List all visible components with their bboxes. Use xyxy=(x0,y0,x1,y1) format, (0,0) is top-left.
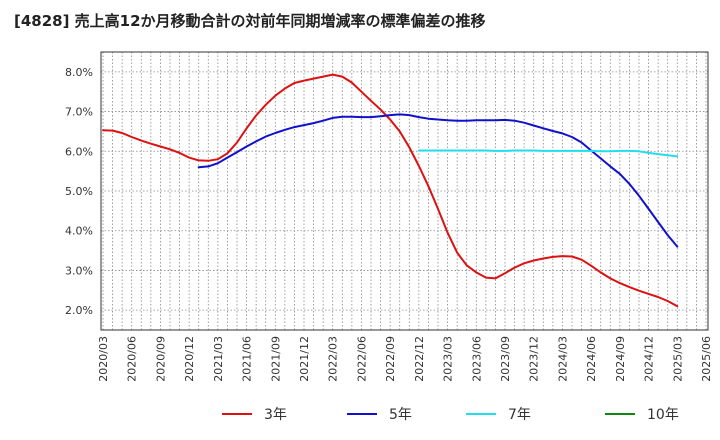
x-tick-label: 2023/09 xyxy=(499,336,512,382)
y-tick-label: 5.0% xyxy=(65,185,93,198)
legend-label: 7年 xyxy=(508,407,531,423)
x-tick-label: 2024/06 xyxy=(585,336,598,382)
x-tick-label: 2025/03 xyxy=(671,336,684,382)
x-tick-label: 2022/09 xyxy=(384,336,397,382)
x-tick-label: 2020/06 xyxy=(126,336,139,382)
x-tick-label: 2020/09 xyxy=(154,336,167,382)
x-tick-label: 2021/09 xyxy=(269,336,282,382)
y-tick-label: 8.0% xyxy=(65,66,93,79)
series-line-7年 xyxy=(417,149,679,158)
series-lines xyxy=(102,73,679,308)
plot-frame xyxy=(100,51,709,331)
y-axis-tick-labels: 2.0% 3.0% 4.0% 5.0% 6.0% 7.0% 8.0% xyxy=(65,66,93,317)
y-tick-label: 3.0% xyxy=(65,264,93,277)
x-tick-label: 2022/12 xyxy=(413,336,426,382)
plot-area xyxy=(101,52,708,330)
x-tick-label: 2020/12 xyxy=(183,336,196,382)
x-tick-label: 2023/12 xyxy=(528,336,541,382)
x-tick-label: 2023/06 xyxy=(470,336,483,382)
legend-label: 3年 xyxy=(264,407,287,423)
x-tick-label: 2020/03 xyxy=(97,336,110,382)
x-tick-label: 2022/03 xyxy=(327,336,340,382)
x-tick-label: 2023/03 xyxy=(442,336,455,382)
x-axis-tick-labels: 2020/03 2020/06 2020/09 2020/12 2021/03 2021/… xyxy=(97,336,713,382)
legend-label: 10年 xyxy=(647,407,679,423)
x-tick-label: 2024/09 xyxy=(614,336,627,382)
x-tick-label: 2022/06 xyxy=(355,336,368,382)
y-tick-label: 7.0% xyxy=(65,106,93,119)
grid-lines xyxy=(101,52,708,330)
chart-title: [4828] 売上高12か月移動合計の対前年同期増減率の標準偏差の推移 xyxy=(14,12,486,30)
x-tick-label: 2021/03 xyxy=(212,336,225,382)
series-line-3年 xyxy=(102,73,679,308)
x-tick-label: 2024/03 xyxy=(556,336,569,382)
y-tick-label: 2.0% xyxy=(65,304,93,317)
y-tick-label: 6.0% xyxy=(65,145,93,158)
y-tick-label: 4.0% xyxy=(65,225,93,238)
legend-label: 5年 xyxy=(389,407,412,423)
series-line-5年 xyxy=(197,113,679,248)
x-tick-label: 2021/06 xyxy=(241,336,254,382)
x-tick-label: 2021/12 xyxy=(298,336,311,382)
legend: 3年 5年 7年 10年 xyxy=(222,407,679,423)
x-tick-label: 2025/06 xyxy=(700,336,713,382)
x-tick-label: 2024/12 xyxy=(643,336,656,382)
